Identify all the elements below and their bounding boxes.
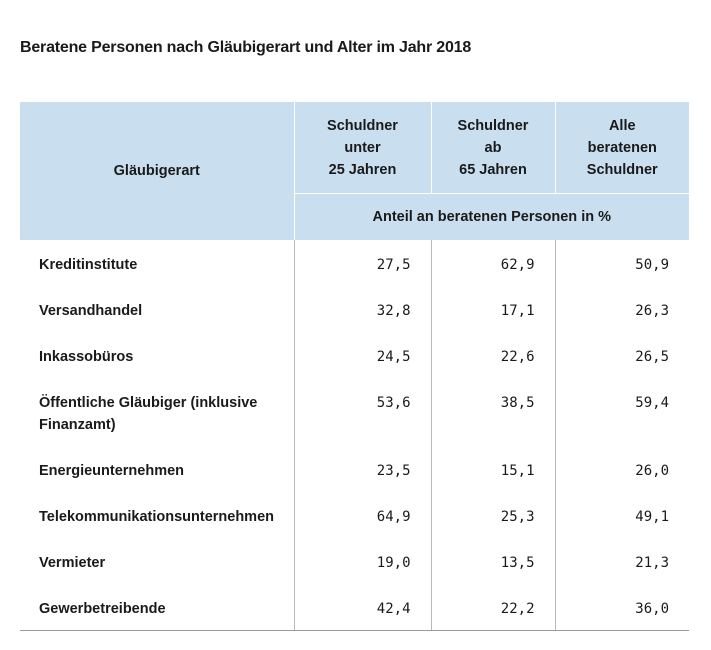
header-line: unter	[344, 139, 381, 156]
header-glaeubigerart: Gläubigerart	[20, 102, 294, 240]
header-line: Schuldner	[327, 117, 398, 134]
table-row: Energieunternehmen 23,5 15,1 26,0	[20, 446, 689, 492]
cell-under-25: 42,4	[293, 584, 431, 631]
header-line: Alle	[608, 117, 636, 134]
table-row: Versandhandel 32,8 17,1 26,3	[20, 286, 689, 332]
table-row: Öffentliche Gläubiger (inklusive Finanza…	[20, 378, 689, 446]
cell-all: 26,0	[554, 446, 689, 492]
cell-over-65: 22,6	[430, 332, 555, 378]
header-line: beratenen	[587, 139, 657, 156]
row-label: Inkassobüros	[39, 349, 134, 365]
row-label: Telekommunikationsunternehmen	[39, 509, 274, 525]
table-row: Telekommunikationsunternehmen 64,9 25,3 …	[20, 492, 689, 538]
cell-over-65: 62,9	[430, 240, 555, 286]
cell-all: 26,3	[554, 286, 689, 332]
row-label: Energieunternehmen	[39, 463, 185, 479]
header-col-all: Alle beratenen Schuldner	[554, 102, 689, 194]
table-row: Kreditinstitute 27,5 62,9 50,9	[20, 240, 689, 286]
cell-all: 21,3	[554, 538, 689, 584]
cell-all: 50,9	[554, 240, 689, 286]
row-label: Gewerbetreibende	[20, 584, 294, 631]
cell-over-65: 13,5	[430, 538, 555, 584]
cell-under-25: 24,5	[293, 332, 431, 378]
table-row: Vermieter 19,0 13,5 21,3	[20, 538, 689, 584]
cell-over-65: 17,1	[430, 286, 555, 332]
cell-under-25: 27,5	[293, 240, 431, 286]
cell-under-25: 64,9	[293, 492, 431, 538]
header-line: Schuldner	[457, 117, 529, 134]
cell-over-65: 15,1	[430, 446, 555, 492]
cell-under-25: 23,5	[293, 446, 431, 492]
cell-under-25: 53,6	[293, 378, 431, 446]
header-line: ab	[484, 139, 502, 156]
cell-all: 49,1	[554, 492, 689, 538]
header-col-under-25: Schuldner unter 25 Jahren	[293, 102, 431, 194]
header-unit: Anteil an beratenen Personen in %	[293, 193, 689, 240]
page-title: Beratene Personen nach Gläubigerart und …	[20, 39, 472, 56]
row-label: Vermieter	[39, 555, 106, 571]
data-table: Gläubigerart Schuldner unter 25 Jahren S…	[20, 102, 689, 631]
header-line: 25 Jahren	[328, 161, 397, 178]
table-row: Gewerbetreibende 42,4 22,2 36,0	[20, 584, 689, 631]
row-label: Kreditinstitute	[39, 257, 138, 273]
cell-under-25: 19,0	[293, 538, 431, 584]
row-label: Öffentliche Gläubiger (inklusive Finanza…	[39, 395, 258, 433]
header-line: Schuldner	[586, 161, 658, 178]
cell-under-25: 32,8	[293, 286, 431, 332]
header-col-over-65: Schuldner ab 65 Jahren	[430, 102, 555, 194]
cell-all: 59,4	[554, 378, 689, 446]
cell-over-65: 25,3	[430, 492, 555, 538]
cell-all: 26,5	[554, 332, 689, 378]
header-line: 65 Jahren	[459, 161, 527, 178]
table-header: Gläubigerart Schuldner unter 25 Jahren S…	[20, 102, 689, 240]
cell-over-65: 38,5	[430, 378, 555, 446]
row-label: Versandhandel	[39, 303, 143, 319]
cell-over-65: 22,2	[430, 584, 555, 631]
table-body: Kreditinstitute 27,5 62,9 50,9 Versandha…	[20, 240, 689, 631]
cell-all: 36,0	[554, 584, 689, 631]
table-row: Inkassobüros 24,5 22,6 26,5	[20, 332, 689, 378]
